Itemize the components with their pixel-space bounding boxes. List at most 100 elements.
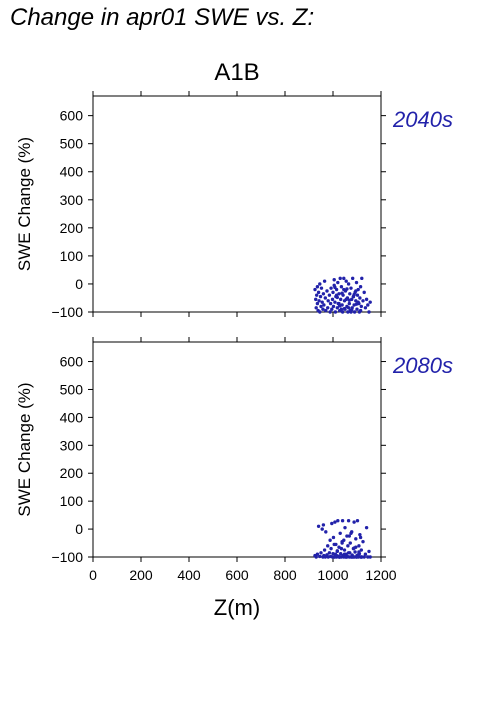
data-point [350, 308, 354, 312]
data-point [368, 555, 372, 559]
chart-title: A1B [214, 59, 259, 86]
y-axis-label: SWE Change (%) [15, 137, 34, 271]
data-point [354, 289, 358, 293]
data-point [348, 292, 352, 296]
data-point [338, 276, 342, 281]
y-tick-label: 600 [60, 108, 84, 124]
x-tick-label: 1200 [365, 567, 396, 583]
data-point [357, 550, 361, 554]
data-point [321, 523, 326, 527]
data-point [340, 310, 345, 314]
data-point [366, 303, 370, 307]
data-point [345, 534, 349, 538]
data-point [325, 289, 329, 293]
data-point [361, 299, 365, 303]
x-tick-label: 800 [273, 567, 297, 583]
data-point [339, 307, 344, 311]
data-point [359, 555, 364, 559]
data-point [319, 304, 323, 309]
y-tick-label: 400 [60, 164, 84, 180]
data-point [358, 532, 362, 537]
x-axis-label: Z(m) [214, 595, 260, 620]
y-tick-label: 300 [60, 437, 84, 453]
data-point [317, 299, 321, 303]
data-point [333, 520, 337, 524]
data-point [338, 551, 343, 556]
data-point [355, 293, 360, 297]
data-point [350, 555, 354, 559]
data-point [338, 555, 342, 559]
x-tick-label: 1000 [317, 567, 348, 583]
y-tick-label: 400 [60, 409, 84, 425]
data-point [330, 521, 334, 526]
data-point [354, 555, 359, 559]
data-point [321, 307, 325, 311]
data-point [347, 534, 352, 538]
data-point [345, 555, 349, 559]
y-tick-label: 600 [60, 354, 84, 370]
y-axis-label: SWE Change (%) [15, 382, 34, 516]
data-point [333, 300, 337, 304]
data-point [358, 308, 363, 313]
data-point [328, 301, 333, 306]
y-tick-label: −100 [51, 304, 83, 320]
data-point [336, 519, 340, 523]
data-point [362, 555, 366, 559]
data-point [354, 302, 359, 306]
data-point [349, 286, 353, 290]
data-point [340, 541, 344, 545]
y-tick-label: 100 [60, 248, 84, 264]
data-point [342, 306, 347, 311]
data-point [342, 548, 347, 552]
data-point [339, 546, 344, 551]
data-point [360, 276, 364, 281]
y-tick-label: −100 [51, 549, 83, 565]
plot-frame-2 [92, 341, 382, 558]
x-tick-label: 200 [129, 567, 153, 583]
y-tick-label: 200 [60, 220, 84, 236]
data-point [352, 520, 356, 524]
data-point [324, 308, 328, 313]
data-point [315, 552, 320, 556]
data-point [320, 300, 324, 304]
data-point [318, 554, 322, 559]
data-point [342, 552, 347, 556]
data-point [315, 301, 320, 306]
x-tick-label: 400 [177, 567, 201, 583]
data-point [354, 537, 358, 541]
data-point [327, 293, 332, 297]
data-point [333, 555, 337, 559]
panel-label-2080s: 2080s [392, 353, 453, 378]
data-point [314, 555, 318, 559]
data-point [335, 306, 340, 310]
data-point [336, 280, 340, 285]
data-point [362, 290, 366, 295]
data-point [342, 538, 346, 542]
data-point [314, 293, 319, 297]
y-tick-label: 500 [60, 381, 84, 397]
y-tick-label: 0 [75, 521, 83, 537]
data-point [354, 280, 359, 285]
data-point [327, 551, 332, 555]
data-point [322, 548, 327, 552]
data-point [326, 299, 330, 303]
data-point [367, 549, 371, 554]
y-tick-label: 100 [60, 493, 84, 509]
data-point [364, 297, 369, 302]
data-point [349, 531, 353, 535]
data-point [355, 519, 360, 523]
data-point [318, 310, 322, 314]
data-point [338, 304, 342, 308]
data-point [343, 525, 347, 530]
data-point [313, 287, 317, 292]
data-point [344, 297, 348, 302]
data-point [359, 304, 364, 309]
data-point [353, 550, 357, 554]
data-point [333, 310, 338, 314]
data-point [332, 278, 336, 282]
data-point [329, 546, 333, 551]
x-tick-label: 0 [89, 567, 97, 583]
data-point [352, 292, 356, 297]
data-point [338, 297, 343, 302]
data-point [346, 519, 351, 523]
